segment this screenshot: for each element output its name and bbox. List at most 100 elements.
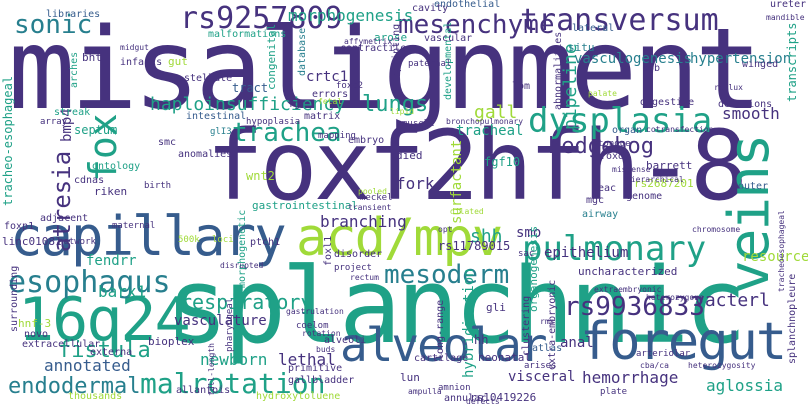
word-neonatal: neonatal xyxy=(478,351,531,364)
word-cdnas: cdnas xyxy=(74,175,105,186)
word-gli: gli xyxy=(486,301,506,314)
word-epithelium: epithelium xyxy=(544,245,629,261)
word-crtc1: crtc1 xyxy=(306,69,349,85)
word-hydroxytoluene: hydroxytoluene xyxy=(256,391,341,402)
word-morphogenesis: morphogenesis xyxy=(288,6,414,25)
word-misalignment: misalignment xyxy=(8,5,762,135)
word-splanchnic: splanchnic xyxy=(166,245,747,367)
word-acd-mpv: acd/mpv xyxy=(296,208,503,268)
word-abnormalities: abnormalities xyxy=(553,31,564,110)
word-extraembryonic: extraembryonic xyxy=(594,285,662,294)
word-lpm: lpm xyxy=(512,81,531,92)
word-stellate: stellate xyxy=(184,73,233,84)
word-capillary: capillary xyxy=(10,205,287,268)
word-rotation: rotation xyxy=(302,329,341,338)
word-genome: genome xyxy=(626,191,663,202)
word-died: died xyxy=(396,149,423,162)
word-shh: shh xyxy=(470,226,503,247)
word-fork: fork xyxy=(396,174,435,193)
word-meckel: meckel xyxy=(360,193,393,203)
word-embryo: embryo xyxy=(348,135,385,146)
word-cotransfection: cotransfection xyxy=(646,125,714,134)
word-heterozygous: heterozygous xyxy=(646,293,704,302)
word-lipid: lipid xyxy=(390,107,415,116)
word-gallbladder: gallbladder xyxy=(288,375,355,386)
word-novo: novo xyxy=(24,329,49,340)
word-fistula: fistula xyxy=(58,338,151,363)
word-arises: arises xyxy=(524,361,557,371)
word-amnion: amnion xyxy=(438,383,471,393)
word-externa: externa xyxy=(90,347,133,358)
word-buds: buds xyxy=(316,345,336,354)
word-tract: tract xyxy=(232,81,269,95)
word-sonic: sonic xyxy=(14,10,93,40)
word-project: project xyxy=(334,263,372,273)
word-foxl1: foxl1 xyxy=(323,235,334,266)
word-tracheal: tracheal xyxy=(456,123,524,139)
word-tracheo-esophageal: tracheo-esophageal xyxy=(1,75,15,206)
word-foxf2hfh-8: foxf2hfh-8 xyxy=(206,110,748,222)
word-pooled: pooled xyxy=(358,187,387,196)
word-foxp1: foxp1 xyxy=(4,221,35,232)
word-digestive: digestive xyxy=(640,97,695,108)
word-matrix: matrix xyxy=(304,111,341,122)
word-mapping: mapping xyxy=(318,131,356,141)
word-linc01081: linc01081 xyxy=(2,235,62,248)
word-situ: situ xyxy=(568,41,595,54)
word-tracheoesophageal: tracheoesophageal xyxy=(777,210,786,292)
word-rectum: rectum xyxy=(350,273,379,282)
word-lun: lun xyxy=(400,371,420,384)
word-transcripts: transcripts xyxy=(785,22,799,102)
word-full-length: full-length xyxy=(207,343,216,396)
word-gastrulation: gastrulation xyxy=(286,307,344,316)
word-arose: arose xyxy=(374,31,408,44)
word-haploinsufficiency: haploinsufficiency xyxy=(150,94,346,115)
word-atlas: atlas xyxy=(532,343,563,354)
word-hemorrhage: hemorrhage xyxy=(582,368,679,387)
word-cartilage: cartilage xyxy=(414,353,469,364)
word-heterozygosity: heterozygosity xyxy=(688,361,756,370)
word-errors: errors xyxy=(312,89,349,100)
word-coelom: coelom xyxy=(296,321,329,331)
word-fendrr: fendrr xyxy=(86,253,137,269)
word-bronchopulmonary: bronchopulmonary xyxy=(446,117,524,126)
word-esophagus: esophagus xyxy=(8,265,171,300)
word-cavity: cavity xyxy=(412,3,449,14)
word-resource: resource xyxy=(742,249,808,265)
word-mandible: mandible xyxy=(766,13,805,22)
word-riken: riken xyxy=(94,185,128,198)
word-smo: smo xyxy=(516,225,542,241)
word-ptch1: ptch1 xyxy=(250,237,281,248)
word-rms: rms xyxy=(540,317,555,326)
word-alveolar: alveolar xyxy=(340,318,548,372)
word-winged: winged xyxy=(742,59,779,70)
word-deletions: deletions xyxy=(718,99,773,110)
word-barx1: barx1 xyxy=(98,282,147,301)
word-rs9257809: rs9257809 xyxy=(180,1,343,36)
word-gut: gut xyxy=(168,55,188,68)
word-branching: branching xyxy=(320,212,407,231)
word-tongue: tongue xyxy=(598,139,631,149)
word-loci: loci xyxy=(212,235,234,245)
word-splanchnopleure: splanchnopleure xyxy=(787,273,798,364)
word-endothelial: endothelial xyxy=(434,0,501,10)
word-500k: 500k xyxy=(178,235,200,245)
word-barrett: barrett xyxy=(646,159,693,172)
word-lethal: lethal xyxy=(278,350,336,369)
word-16q24: 16q24 xyxy=(18,285,191,355)
word-chromosome: chromosome xyxy=(692,225,741,234)
word-pulmonary: pulmonary xyxy=(522,229,707,269)
word-extracellular: extracellular xyxy=(22,339,101,350)
word-contractile: contractile xyxy=(340,43,407,54)
word-array: array xyxy=(40,117,68,127)
word-adjacent: adjacent xyxy=(40,213,89,224)
word-malformations: malformations xyxy=(208,29,287,40)
word-fgf: fgf xyxy=(288,99,307,110)
word-network: network xyxy=(58,237,96,247)
word-sac: sac xyxy=(518,249,535,259)
word-foxd2: foxd2 xyxy=(600,151,631,162)
word-outer: outer xyxy=(738,181,769,192)
word-birth: birth xyxy=(144,181,172,191)
word-visceral: visceral xyxy=(508,369,576,385)
